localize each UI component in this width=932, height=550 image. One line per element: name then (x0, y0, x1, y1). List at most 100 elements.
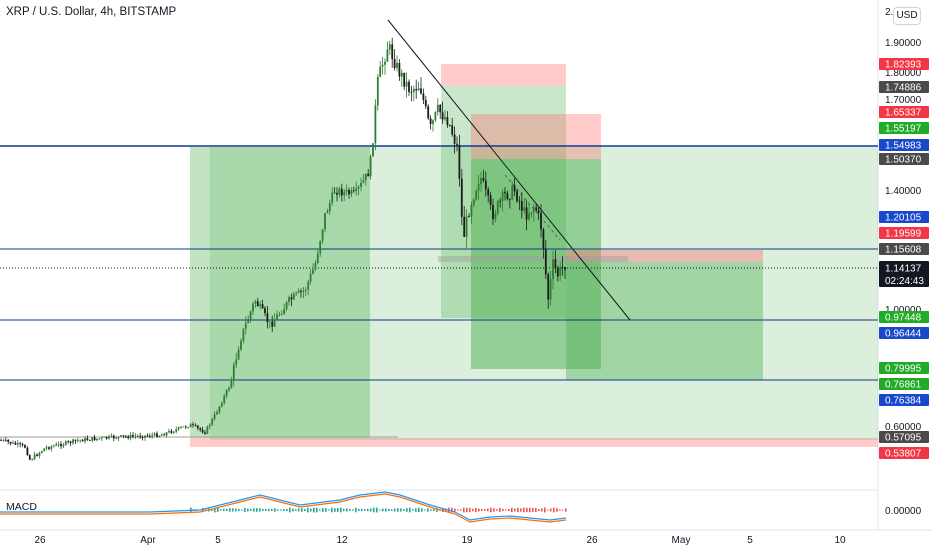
macd-indicator-label[interactable]: MACD (6, 501, 37, 513)
price-tag: 1.82393 (879, 58, 929, 71)
candle-body (165, 432, 168, 436)
candle-body (91, 437, 94, 441)
candle-body (484, 180, 487, 190)
candle-body (19, 443, 22, 445)
candle-body (206, 426, 209, 434)
candle-body (316, 253, 319, 263)
macd-histogram-bar (259, 508, 261, 512)
candle-body (412, 88, 415, 93)
candle-body (328, 202, 331, 212)
trend-line[interactable] (387, 19, 631, 321)
candle-body (108, 436, 110, 439)
macd-histogram-bar (505, 509, 507, 511)
candle-body (163, 434, 166, 436)
candle-body (487, 189, 490, 196)
macd-histogram-bar (523, 507, 525, 513)
candle-body (508, 199, 511, 200)
candle-body (28, 455, 31, 460)
macd-histogram-bar (466, 507, 468, 513)
candle-body (0, 440, 2, 441)
short-position-profit-zone-2[interactable] (471, 159, 601, 369)
candlestick-series (0, 37, 566, 461)
candle-body (489, 195, 492, 206)
price-pane[interactable] (0, 0, 878, 490)
macd-histogram-bar (490, 507, 492, 513)
candle-body (374, 105, 377, 144)
macd-histogram-bar (229, 508, 231, 512)
candle-body (367, 173, 370, 177)
macd-histogram-bar (247, 508, 249, 512)
candle-body (283, 308, 286, 315)
candle-body (57, 443, 60, 445)
macd-histogram-bar (421, 508, 423, 512)
macd-histogram-bar (328, 509, 330, 511)
candle-body (525, 207, 528, 220)
short-position-loss-zone-1[interactable] (441, 64, 566, 86)
long-position-profit-zone-3[interactable] (566, 262, 763, 380)
price-tags: 1.82393 1.74886 1.65337 1.55197 1.54983 … (879, 58, 929, 460)
macd-histogram-bar (304, 508, 306, 512)
candle-body (81, 439, 84, 442)
candle-body (463, 216, 466, 237)
price-tag-text: 0.76384 (885, 396, 922, 407)
macd-histogram-bar (427, 508, 429, 512)
price-tag: 1.55197 (879, 122, 929, 135)
macd-histogram-bar (211, 508, 213, 512)
macd-histogram-bar (250, 509, 252, 511)
candle-body (523, 207, 526, 211)
macd-histogram-bar (547, 509, 549, 511)
candle-body (348, 189, 350, 195)
candle-body (62, 444, 65, 447)
macd-histogram-bar (496, 509, 498, 511)
candle-body (434, 111, 437, 121)
candle-body (333, 192, 336, 194)
horizontal-levels[interactable] (0, 145, 878, 438)
candle-body (194, 424, 197, 426)
candle-body (134, 436, 137, 437)
candle-body (64, 441, 67, 445)
macd-histogram-bar (499, 507, 501, 513)
macd-histogram-bar (223, 508, 225, 512)
candle-body (216, 412, 218, 415)
macd-histogram-bar (340, 507, 342, 513)
price-tag-text: 0.96444 (885, 329, 922, 340)
macd-histogram-bar (454, 508, 456, 512)
long-position-loss-zone-2[interactable] (566, 250, 763, 262)
price-tag-text: 1.14137 (885, 264, 922, 275)
macd-histogram-bar (244, 507, 246, 513)
candle-body (160, 434, 163, 436)
candle-body (549, 278, 552, 300)
candle-body (297, 290, 300, 293)
macd-histogram-bar (433, 508, 435, 512)
macd-histogram-bar (280, 509, 282, 511)
macd-histogram-bar (526, 507, 528, 513)
currency-button[interactable]: USD (893, 7, 921, 25)
price-tag: 1.15608 (879, 243, 929, 256)
macd-histogram-bar (508, 508, 510, 512)
candle-body (480, 177, 482, 185)
price-tag: 0.76861 (879, 378, 929, 391)
price-tag-text: 0.57095 (885, 433, 922, 444)
candle-body (552, 259, 554, 279)
candle-body (304, 289, 307, 291)
macd-histogram-bar (298, 508, 300, 512)
x-tick-label: 19 (461, 535, 473, 546)
price-tag-bg (879, 362, 929, 374)
candle-body (535, 207, 538, 211)
price-tag-text: 1.74886 (885, 83, 922, 94)
candle-body (496, 200, 499, 214)
candle-body (376, 76, 379, 106)
candle-body (410, 91, 413, 93)
long-position-profit-zone-1[interactable] (190, 147, 370, 438)
candle-body (223, 395, 226, 404)
candle-body (146, 435, 149, 437)
candle-body (189, 424, 192, 428)
macd-histogram-bar (514, 508, 516, 512)
long-position-loss-zone[interactable] (190, 438, 878, 447)
candle-body (312, 269, 314, 274)
macd-histogram-bar (376, 507, 378, 513)
price-tag-bg (879, 211, 929, 223)
short-position-loss-zone-2[interactable] (471, 114, 601, 159)
price-tag-bg (879, 243, 929, 255)
